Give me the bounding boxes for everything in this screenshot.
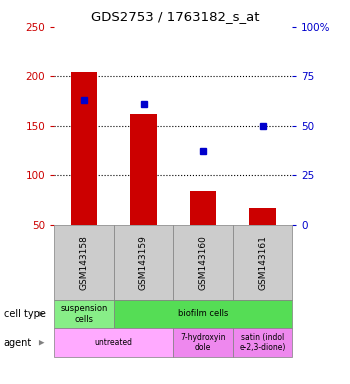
Text: suspension
cells: suspension cells [60,304,108,324]
Text: GSM143161: GSM143161 [258,235,267,290]
Bar [71,72,97,225]
Text: GSM143160: GSM143160 [198,235,208,290]
Bar [190,191,216,225]
Bar [130,114,157,225]
Bar [249,208,276,225]
Text: GDS2753 / 1763182_s_at: GDS2753 / 1763182_s_at [91,10,259,23]
Text: GSM143159: GSM143159 [139,235,148,290]
Text: cell type: cell type [4,309,46,319]
Text: 7-hydroxyin
dole: 7-hydroxyin dole [180,333,226,353]
Text: untreated: untreated [95,338,133,347]
Text: agent: agent [4,338,32,348]
Text: biofilm cells: biofilm cells [178,310,228,318]
Text: GSM143158: GSM143158 [79,235,89,290]
Text: satin (indol
e-2,3-dione): satin (indol e-2,3-dione) [239,333,286,353]
